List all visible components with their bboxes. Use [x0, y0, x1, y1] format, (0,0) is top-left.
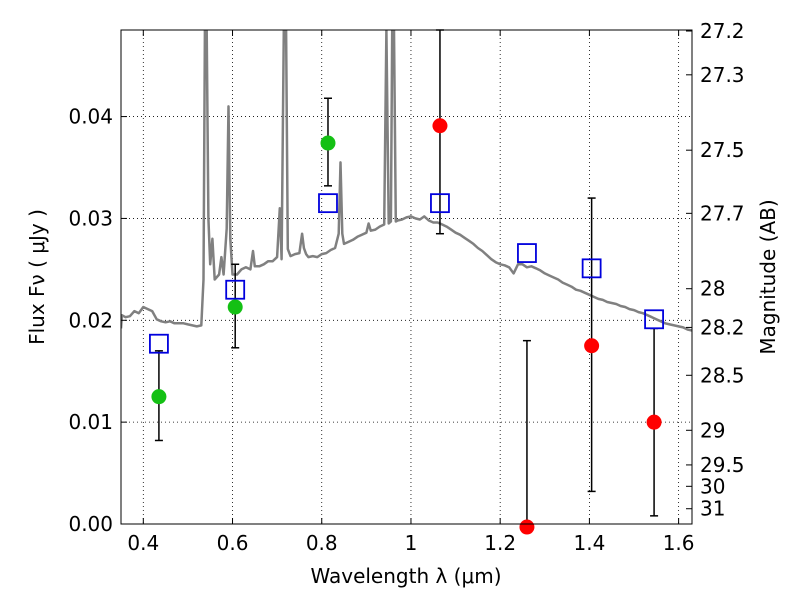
y-axis-label: Flux Fν ( μJy ) — [25, 209, 49, 345]
y-right-tick-label: 30 — [700, 474, 725, 498]
y-right-tick-label: 27.7 — [700, 201, 745, 225]
y-tick-label: 0.00 — [68, 512, 113, 536]
upper-limit-point — [519, 519, 535, 535]
y-tick-label: 0.02 — [68, 308, 113, 332]
y-right-tick-label: 31 — [700, 497, 725, 521]
upper-limit-point — [646, 414, 662, 430]
y-right-tick-label: 28.5 — [700, 363, 745, 387]
y-right-tick-label: 27.3 — [700, 63, 745, 87]
upper-limit-point — [432, 118, 448, 134]
y-tick-label: 0.03 — [68, 206, 113, 230]
x-tick-label: 0.4 — [127, 531, 159, 555]
y-axis-right-label: Magnitude (AB) — [756, 199, 780, 354]
y-right-tick-label: 29 — [700, 418, 725, 442]
y-right-tick-label: 28 — [700, 277, 725, 301]
x-axis-label: Wavelength λ (μm) — [310, 564, 501, 588]
detection-point — [151, 389, 167, 405]
y-tick-label: 0.04 — [68, 105, 113, 129]
x-tick-label: 1.4 — [573, 531, 605, 555]
detection-point — [320, 135, 336, 151]
y-right-tick-label: 27.5 — [700, 138, 745, 162]
detection-point — [227, 299, 243, 315]
model-spectrum-line — [121, 30, 692, 332]
x-tick-label: 0.6 — [217, 531, 249, 555]
model-photometry-square — [644, 309, 664, 330]
x-tick-label: 1 — [405, 531, 418, 555]
axis-ticks: 0.4 0.6 0.8 1 1.2 1.4 1.6 0.00 0.01 0.02 0.03 0.04 2… — [68, 19, 744, 555]
upper-limit-point — [584, 338, 600, 354]
x-tick-label: 1.6 — [663, 531, 695, 555]
model-photometry-square — [581, 258, 602, 279]
y-tick-label: 0.01 — [68, 410, 113, 434]
model-photometry-square — [318, 193, 338, 214]
model-photometry-square — [517, 243, 537, 263]
y-right-tick-label: 27.2 — [700, 19, 745, 43]
y-right-tick-label: 28.2 — [700, 315, 745, 339]
x-tick-label: 0.8 — [306, 531, 338, 555]
y-right-tick-label: 29.5 — [700, 453, 745, 477]
model-photometry-square — [225, 279, 246, 300]
plot-frame — [120, 29, 693, 525]
x-tick-label: 1.2 — [484, 531, 516, 555]
model-photometry-square — [430, 193, 450, 214]
data-markers — [149, 118, 664, 535]
model-photometry-square — [149, 333, 169, 354]
model-spectrum — [121, 30, 692, 332]
